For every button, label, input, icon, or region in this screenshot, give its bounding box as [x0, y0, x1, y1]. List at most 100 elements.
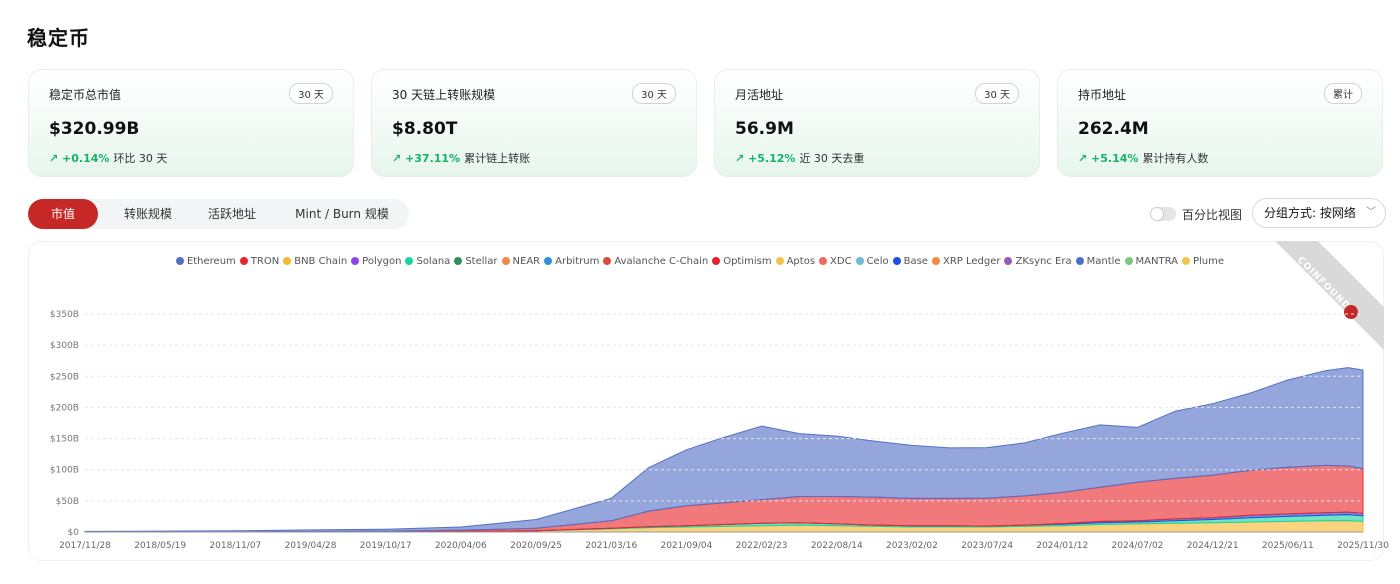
- card-change-note: 近 30 天去重: [799, 152, 865, 165]
- y-tick-label: $0: [68, 528, 80, 538]
- legend-label: Aptos: [786, 256, 816, 267]
- legend-dot: [819, 257, 828, 265]
- y-tick-label: $250B: [50, 372, 79, 382]
- card-value: $320.99B: [49, 119, 140, 139]
- legend-dot: [1004, 257, 1013, 265]
- x-tick-label: 2024/01/12: [1036, 541, 1088, 551]
- legend-dot: [239, 257, 248, 265]
- x-tick-label: 2017/11/28: [59, 541, 111, 551]
- legend-item[interactable]: Plume: [1182, 256, 1224, 267]
- card-change-row: ↗ +5.12% 近 30 天去重: [735, 150, 864, 166]
- chevron-down-icon: ﹀: [1366, 207, 1376, 218]
- legend-label: Avalanche C-Chain: [614, 256, 709, 267]
- legend-dot: [501, 257, 510, 265]
- legend-item[interactable]: Optimism: [712, 256, 772, 267]
- x-tick-label: 2025/06/11: [1262, 541, 1314, 551]
- toggle-knob: [1151, 208, 1163, 220]
- legend-dot: [351, 257, 360, 265]
- legend-label: ZKsync Era: [1015, 256, 1072, 267]
- x-tick-label: 2018/11/07: [209, 541, 261, 551]
- chart-panel: [28, 241, 1384, 561]
- legend-dot: [855, 257, 864, 265]
- legend-dot: [283, 257, 292, 265]
- legend-item[interactable]: Solana: [405, 256, 450, 267]
- card-change: ↗ +0.14%: [49, 152, 110, 165]
- legend-item[interactable]: Avalanche C-Chain: [603, 256, 708, 267]
- legend-item[interactable]: Ethereum: [175, 256, 236, 267]
- legend-item[interactable]: Arbitrum: [544, 256, 599, 267]
- metric-tabs: 市值 转账规模 活跃地址 Mint / Burn 规模: [28, 199, 409, 229]
- legend-dot: [931, 257, 940, 265]
- coinfound-watermark: COINFOUND: [1275, 241, 1384, 350]
- card-value: $8.80T: [392, 119, 458, 139]
- legend-dot: [603, 257, 612, 265]
- area-series-ethereum: [84, 367, 1364, 533]
- y-tick-label: $300B: [50, 341, 79, 351]
- card-change: ↗ +5.12%: [735, 152, 796, 165]
- legend-item[interactable]: XRP Ledger: [931, 256, 1001, 267]
- legend-item[interactable]: BNB Chain: [283, 256, 347, 267]
- legend-label: XDC: [830, 256, 852, 267]
- percent-view-toggle[interactable]: [1150, 207, 1176, 221]
- legend-item[interactable]: Celo: [855, 256, 889, 267]
- legend-label: TRON: [250, 256, 280, 267]
- legend-label: Stellar: [465, 256, 498, 267]
- legend-item[interactable]: Mantle: [1075, 256, 1121, 267]
- legend-label: Ethereum: [186, 256, 236, 267]
- legend-dot: [1124, 257, 1133, 265]
- legend-item[interactable]: Polygon: [351, 256, 401, 267]
- card-period-badge: 累计: [1324, 83, 1362, 104]
- tab-transfer-volume[interactable]: 转账规模: [123, 207, 172, 221]
- x-tick-label: 2020/09/25: [510, 541, 562, 551]
- legend-label: XRP Ledger: [942, 256, 1001, 267]
- legend-item[interactable]: Aptos: [775, 256, 816, 267]
- x-tick-label: 2024/07/02: [1112, 541, 1164, 551]
- card-period-badge: 30 天: [289, 83, 333, 104]
- legend-item[interactable]: Stellar: [454, 256, 498, 267]
- legend-item[interactable]: XDC: [819, 256, 852, 267]
- y-tick-label: $350B: [50, 310, 79, 320]
- y-tick-label: $50B: [56, 497, 79, 507]
- card-change-row: ↗ +5.14% 累计持有人数: [1078, 150, 1208, 166]
- legend-dot: [175, 257, 184, 265]
- legend-label: Mantle: [1086, 256, 1121, 267]
- card-change-row: ↗ +0.14% 环比 30 天: [49, 150, 167, 166]
- card-value: 56.9M: [735, 119, 794, 139]
- card-period-badge: 30 天: [632, 83, 676, 104]
- legend-item[interactable]: MANTRA: [1124, 256, 1178, 267]
- legend-label: BNB Chain: [294, 256, 348, 267]
- legend-item[interactable]: Base: [892, 256, 928, 267]
- card-label: 稳定币总市值: [49, 88, 122, 102]
- card-label: 持币地址: [1078, 88, 1127, 102]
- card-value: 262.4M: [1078, 119, 1149, 139]
- card-label: 月活地址: [735, 88, 784, 102]
- x-tick-label: 2020/04/06: [435, 541, 487, 551]
- card-change-note: 累计持有人数: [1142, 152, 1209, 165]
- card-change-row: ↗ +37.11% 累计链上转账: [392, 150, 530, 166]
- x-tick-label: 2023/02/02: [886, 541, 938, 551]
- card-change-note: 累计链上转账: [464, 152, 531, 165]
- legend-label: Base: [903, 256, 928, 267]
- legend-dot: [892, 257, 901, 265]
- legend-label: Polygon: [362, 256, 402, 267]
- tab-active-addresses[interactable]: 活跃地址: [207, 207, 256, 221]
- legend-label: MANTRA: [1135, 256, 1178, 267]
- y-tick-label: $150B: [50, 435, 79, 445]
- card-total-market-cap: 稳定币总市值 30 天 $320.99B ↗ +0.14% 环比 30 天: [28, 69, 354, 177]
- legend-item[interactable]: NEAR: [501, 256, 540, 267]
- legend-item[interactable]: TRON: [239, 256, 280, 267]
- tab-mint-burn[interactable]: Mint / Burn 规模: [295, 207, 389, 221]
- group-by-select[interactable]: 分组方式: 按网络 ﹀: [1252, 198, 1386, 228]
- card-monthly-active-addresses: 月活地址 30 天 56.9M ↗ +5.12% 近 30 天去重: [714, 69, 1040, 177]
- legend-dot: [405, 257, 414, 265]
- x-tick-label: 2024/12/21: [1187, 541, 1239, 551]
- card-label: 30 天链上转账规模: [392, 88, 496, 102]
- card-holder-addresses: 持币地址 累计 262.4M ↗ +5.14% 累计持有人数: [1057, 69, 1383, 177]
- legend-label: Optimism: [723, 256, 772, 267]
- card-change: ↗ +37.11%: [392, 152, 461, 165]
- x-tick-label: 2021/09/04: [660, 541, 712, 551]
- legend-item[interactable]: ZKsync Era: [1004, 256, 1072, 267]
- group-by-value: 分组方式: 按网络: [1264, 206, 1356, 220]
- tab-market-cap[interactable]: 市值: [28, 199, 98, 229]
- legend-dot: [454, 257, 463, 265]
